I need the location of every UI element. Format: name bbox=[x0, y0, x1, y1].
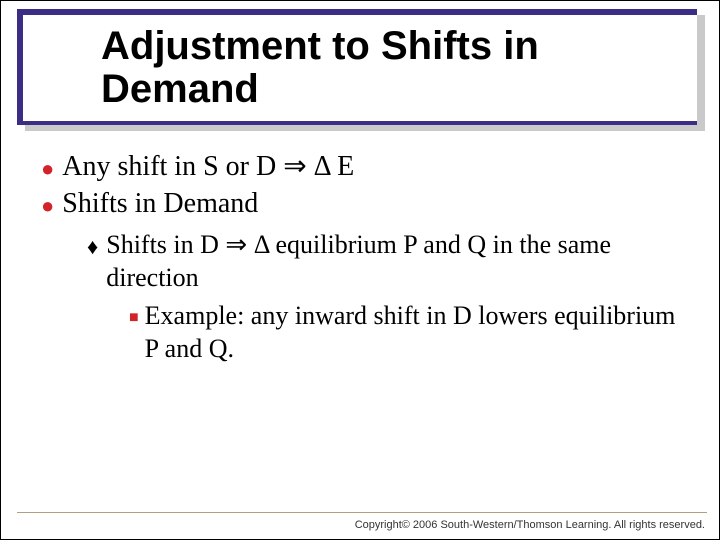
title-box: Adjustment to Shifts in Demand bbox=[17, 9, 697, 125]
bullet-level2: ♦ Shifts in D ⇒ Δ equilibrium P and Q in… bbox=[87, 229, 681, 294]
disc-bullet-icon: ● bbox=[41, 155, 54, 183]
copyright-footer: Copyright© 2006 South-Western/Thomson Le… bbox=[355, 519, 705, 531]
disc-bullet-icon: ● bbox=[41, 192, 54, 220]
slide-title: Adjustment to Shifts in Demand bbox=[101, 25, 697, 111]
slide-body: ● Any shift in S or D ⇒ Δ E ● Shifts in … bbox=[41, 149, 681, 365]
bullet-level1: ● Any shift in S or D ⇒ Δ E bbox=[41, 149, 681, 184]
bullet-text: Shifts in Demand bbox=[62, 186, 681, 221]
bullet-text: Shifts in D ⇒ Δ equilibrium P and Q in t… bbox=[106, 229, 681, 294]
slide: Adjustment to Shifts in Demand ● Any shi… bbox=[0, 0, 720, 540]
bullet-text: Example: any inward shift in D lowers eq… bbox=[145, 300, 681, 365]
bullet-level1: ● Shifts in Demand bbox=[41, 186, 681, 221]
square-bullet-icon: ■ bbox=[129, 308, 139, 328]
footer-divider bbox=[17, 512, 707, 513]
diamond-bullet-icon: ♦ bbox=[87, 233, 98, 261]
bullet-level3: ■ Example: any inward shift in D lowers … bbox=[129, 300, 681, 365]
bullet-text: Any shift in S or D ⇒ Δ E bbox=[62, 149, 681, 184]
